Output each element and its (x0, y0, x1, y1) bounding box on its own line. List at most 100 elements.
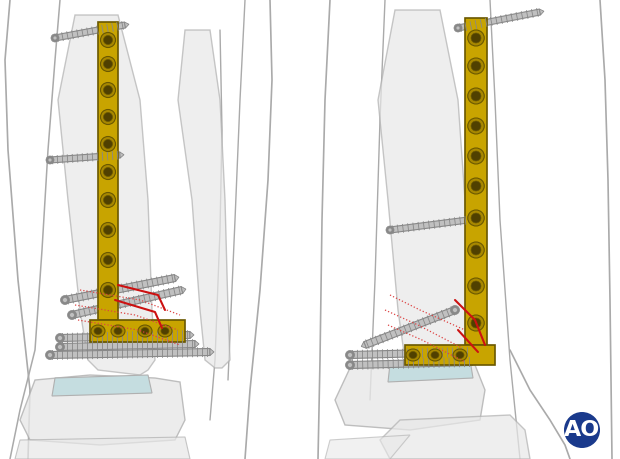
Ellipse shape (138, 325, 152, 337)
Polygon shape (90, 320, 185, 342)
Polygon shape (361, 342, 366, 348)
Polygon shape (64, 274, 175, 303)
Polygon shape (380, 415, 530, 459)
Circle shape (345, 360, 355, 369)
Polygon shape (458, 9, 541, 31)
Circle shape (451, 306, 459, 314)
Polygon shape (55, 22, 125, 41)
Polygon shape (20, 375, 185, 445)
Polygon shape (389, 217, 468, 233)
Polygon shape (388, 360, 473, 382)
Ellipse shape (471, 151, 481, 161)
Polygon shape (178, 30, 230, 368)
Circle shape (61, 296, 69, 304)
Circle shape (48, 353, 53, 358)
Polygon shape (120, 152, 124, 158)
Ellipse shape (471, 91, 481, 101)
Polygon shape (465, 18, 487, 345)
Ellipse shape (428, 349, 442, 361)
Circle shape (63, 297, 68, 302)
Circle shape (51, 34, 59, 42)
Polygon shape (125, 22, 129, 28)
Ellipse shape (111, 325, 125, 337)
Ellipse shape (104, 60, 112, 68)
Polygon shape (71, 286, 183, 319)
Circle shape (345, 351, 355, 359)
Ellipse shape (467, 118, 484, 134)
Ellipse shape (467, 210, 484, 226)
Ellipse shape (91, 325, 105, 337)
Ellipse shape (100, 282, 115, 297)
Ellipse shape (100, 83, 115, 97)
Ellipse shape (100, 56, 115, 72)
Ellipse shape (104, 285, 112, 295)
Ellipse shape (100, 110, 115, 124)
Ellipse shape (471, 245, 481, 255)
Polygon shape (350, 348, 470, 358)
Ellipse shape (100, 164, 115, 179)
Ellipse shape (114, 328, 122, 335)
Polygon shape (335, 365, 485, 430)
Circle shape (388, 228, 392, 232)
Polygon shape (195, 341, 199, 347)
Ellipse shape (431, 352, 439, 358)
Ellipse shape (471, 61, 481, 71)
Polygon shape (50, 152, 120, 163)
Circle shape (53, 36, 57, 40)
Polygon shape (472, 358, 476, 365)
Ellipse shape (471, 33, 481, 43)
Circle shape (564, 412, 600, 448)
Polygon shape (470, 348, 474, 356)
Polygon shape (190, 331, 194, 338)
Circle shape (453, 308, 458, 313)
Circle shape (69, 313, 74, 318)
Circle shape (347, 363, 353, 368)
Ellipse shape (471, 213, 481, 223)
Ellipse shape (467, 315, 484, 331)
Circle shape (45, 351, 55, 359)
Polygon shape (467, 217, 472, 223)
Ellipse shape (100, 136, 115, 151)
Ellipse shape (100, 223, 115, 237)
Polygon shape (15, 437, 190, 459)
Polygon shape (378, 10, 470, 372)
Circle shape (68, 310, 76, 319)
Circle shape (48, 158, 52, 162)
Ellipse shape (471, 281, 481, 291)
Ellipse shape (104, 35, 112, 45)
Ellipse shape (94, 328, 102, 335)
Ellipse shape (104, 168, 112, 177)
Polygon shape (350, 358, 472, 369)
Ellipse shape (104, 225, 112, 235)
Ellipse shape (409, 352, 417, 358)
Ellipse shape (467, 242, 484, 258)
Ellipse shape (456, 352, 464, 358)
Ellipse shape (467, 148, 484, 164)
Ellipse shape (104, 112, 112, 122)
Text: AO: AO (564, 420, 600, 440)
Circle shape (58, 345, 63, 349)
Polygon shape (405, 345, 495, 365)
Circle shape (347, 353, 353, 358)
Circle shape (386, 226, 394, 234)
Polygon shape (52, 375, 152, 396)
Ellipse shape (467, 58, 484, 74)
Ellipse shape (471, 318, 481, 328)
Ellipse shape (100, 252, 115, 268)
Ellipse shape (104, 140, 112, 149)
Ellipse shape (467, 178, 484, 194)
Polygon shape (539, 9, 544, 15)
Circle shape (56, 342, 64, 352)
Ellipse shape (453, 349, 467, 361)
Circle shape (456, 26, 460, 30)
Polygon shape (325, 435, 410, 459)
Ellipse shape (158, 325, 172, 337)
Ellipse shape (161, 328, 169, 335)
Polygon shape (60, 331, 190, 341)
Polygon shape (98, 22, 118, 320)
Polygon shape (58, 15, 155, 375)
Ellipse shape (100, 192, 115, 207)
Polygon shape (174, 274, 179, 281)
Ellipse shape (104, 256, 112, 264)
Polygon shape (50, 348, 210, 358)
